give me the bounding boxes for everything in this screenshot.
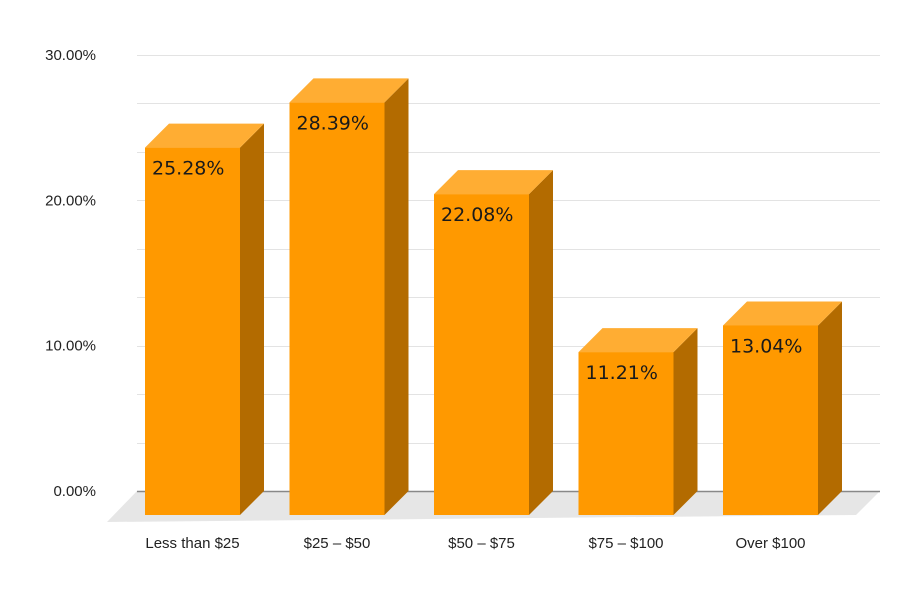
bar-group xyxy=(145,123,264,515)
bar xyxy=(723,325,818,515)
y-tick-label: 0.00% xyxy=(53,483,96,500)
data-label: 22.08% xyxy=(441,204,513,226)
bar-top-face xyxy=(578,328,698,353)
y-tick-label: 20.00% xyxy=(45,192,96,209)
bar-side-face xyxy=(384,78,409,515)
y-tick-label: 30.00% xyxy=(45,47,96,64)
bar-side-face xyxy=(529,170,553,515)
x-tick-label: $50 – $75 xyxy=(448,535,515,552)
bar-top-face xyxy=(723,301,842,326)
data-label: 13.04% xyxy=(730,335,802,357)
y-tick-label: 10.00% xyxy=(45,338,96,355)
bar-group xyxy=(723,301,842,515)
bar xyxy=(145,147,240,515)
bar-group xyxy=(578,328,698,515)
x-tick-label: $25 – $50 xyxy=(304,535,371,552)
bar-side-face xyxy=(240,123,264,515)
bar-side-face xyxy=(818,301,842,515)
bar-group xyxy=(434,170,553,515)
bar-top-face xyxy=(145,123,264,148)
labels-layer: 0.00% 10.00% 20.00% 30.00% 25.28% Less than $… xyxy=(45,47,805,552)
bar-top-face xyxy=(434,170,553,195)
bars-layer xyxy=(145,78,842,515)
x-tick-label: $75 – $100 xyxy=(588,535,663,552)
bar xyxy=(578,352,674,515)
bar-side-face xyxy=(673,328,698,515)
bar-group xyxy=(289,78,409,515)
data-label: 25.28% xyxy=(152,158,224,180)
x-tick-label: Over $100 xyxy=(735,535,805,552)
bar xyxy=(434,194,529,515)
data-label: 11.21% xyxy=(586,362,658,384)
bar xyxy=(289,102,385,515)
data-label: 28.39% xyxy=(297,112,369,134)
x-tick-label: Less than $25 xyxy=(145,535,239,552)
bar-top-face xyxy=(289,78,409,103)
